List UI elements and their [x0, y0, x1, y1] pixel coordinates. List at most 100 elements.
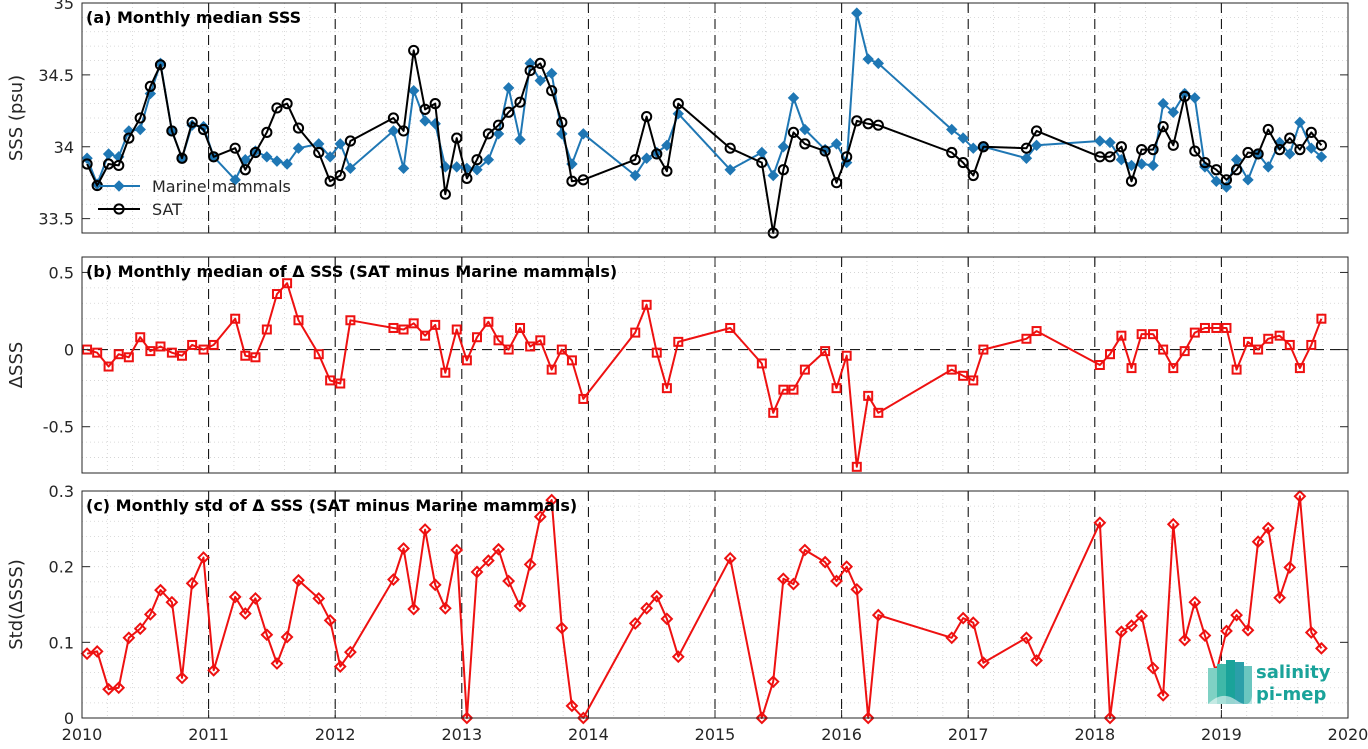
data-point	[144, 80, 156, 92]
data-point	[313, 146, 325, 159]
data-point	[103, 361, 114, 372]
data-point	[176, 152, 188, 164]
data-point	[387, 573, 400, 586]
data-point	[1316, 313, 1327, 324]
data-point	[408, 318, 419, 329]
data-point	[946, 146, 958, 159]
data-point	[397, 162, 410, 175]
data-point	[1221, 322, 1232, 333]
y-tick-label: 0.5	[49, 263, 74, 282]
data-point	[334, 169, 346, 182]
data-point	[451, 132, 463, 144]
data-point	[397, 125, 410, 137]
data-point	[112, 681, 126, 695]
data-point	[1104, 151, 1116, 163]
data-point	[534, 57, 546, 69]
data-point	[133, 622, 147, 636]
data-point	[1126, 363, 1137, 374]
data-point	[387, 125, 400, 137]
data-point	[946, 123, 958, 136]
panel-a: 33.5 34 34.5 35 SSS (psu) (a) Monthly median …	[6, 0, 1349, 239]
y-tick-label: -0.5	[43, 418, 74, 437]
data-point	[1273, 591, 1287, 605]
data-point	[260, 628, 274, 642]
data-point	[799, 123, 811, 136]
data-point	[545, 67, 558, 80]
data-point	[1304, 626, 1318, 639]
data-point	[830, 138, 843, 150]
data-point	[325, 375, 336, 386]
data-point	[270, 657, 284, 670]
y-tick-label: 0	[64, 709, 74, 728]
y-tick-label: 0.1	[49, 633, 74, 652]
data-point	[566, 175, 578, 187]
x-tick-label: 2014	[568, 725, 609, 744]
data-point	[198, 344, 209, 355]
data-point	[787, 126, 800, 138]
data-point	[1167, 106, 1179, 118]
data-point	[957, 156, 969, 169]
data-point	[166, 347, 177, 358]
data-point	[629, 154, 641, 166]
data-point	[177, 350, 188, 361]
data-point	[1230, 164, 1243, 176]
series-line	[86, 49, 1323, 234]
x-tick-label: 2017	[948, 725, 989, 744]
data-point	[1166, 517, 1180, 531]
panel-title: (c) Monthly std of Δ SSS (SAT minus Mari…	[86, 496, 577, 515]
data-point	[113, 349, 124, 360]
data-point	[281, 98, 293, 110]
data-point	[513, 599, 527, 613]
data-point	[1242, 174, 1254, 186]
data-point	[293, 315, 304, 326]
data-point	[673, 336, 684, 347]
data-point	[841, 350, 852, 361]
data-point	[1114, 625, 1128, 639]
data-point	[1210, 175, 1223, 187]
logo-mark-icon	[1208, 660, 1252, 705]
data-point	[134, 112, 146, 124]
data-point	[492, 128, 505, 140]
data-point	[723, 551, 737, 565]
data-point	[1020, 142, 1033, 154]
data-point	[240, 350, 251, 361]
data-point	[533, 510, 547, 524]
data-point	[756, 156, 768, 169]
data-point	[767, 169, 779, 182]
data-point	[113, 159, 125, 172]
data-point	[1020, 152, 1033, 164]
data-point	[482, 153, 495, 166]
legend-marker	[113, 180, 125, 192]
legend-entry: SAT	[152, 200, 182, 219]
data-point	[102, 682, 116, 696]
data-point	[566, 355, 577, 366]
data-point	[143, 607, 157, 621]
data-point	[1253, 344, 1264, 355]
data-point	[1031, 326, 1042, 337]
data-point	[1231, 364, 1242, 375]
data-point	[1262, 161, 1274, 173]
data-point	[630, 327, 641, 338]
data-point	[661, 383, 672, 394]
data-point	[229, 142, 241, 154]
data-point	[261, 126, 273, 138]
data-point	[840, 560, 854, 574]
data-point	[661, 165, 673, 177]
data-point	[461, 355, 472, 366]
y-tick-label: 0.3	[49, 482, 74, 501]
data-point	[1030, 139, 1043, 152]
y-tick-label: 33.5	[38, 210, 74, 229]
data-point	[208, 151, 220, 163]
data-point	[1136, 329, 1147, 340]
data-point	[578, 393, 589, 404]
data-point	[841, 151, 853, 163]
data-point	[831, 383, 842, 394]
data-point	[1315, 151, 1328, 163]
y-axis-label: Std(ΔSSS)	[6, 559, 27, 650]
data-point	[80, 647, 94, 661]
data-point	[819, 145, 831, 157]
data-point	[1125, 159, 1138, 172]
y-tick-label: 35	[54, 0, 74, 13]
data-point	[271, 289, 282, 300]
